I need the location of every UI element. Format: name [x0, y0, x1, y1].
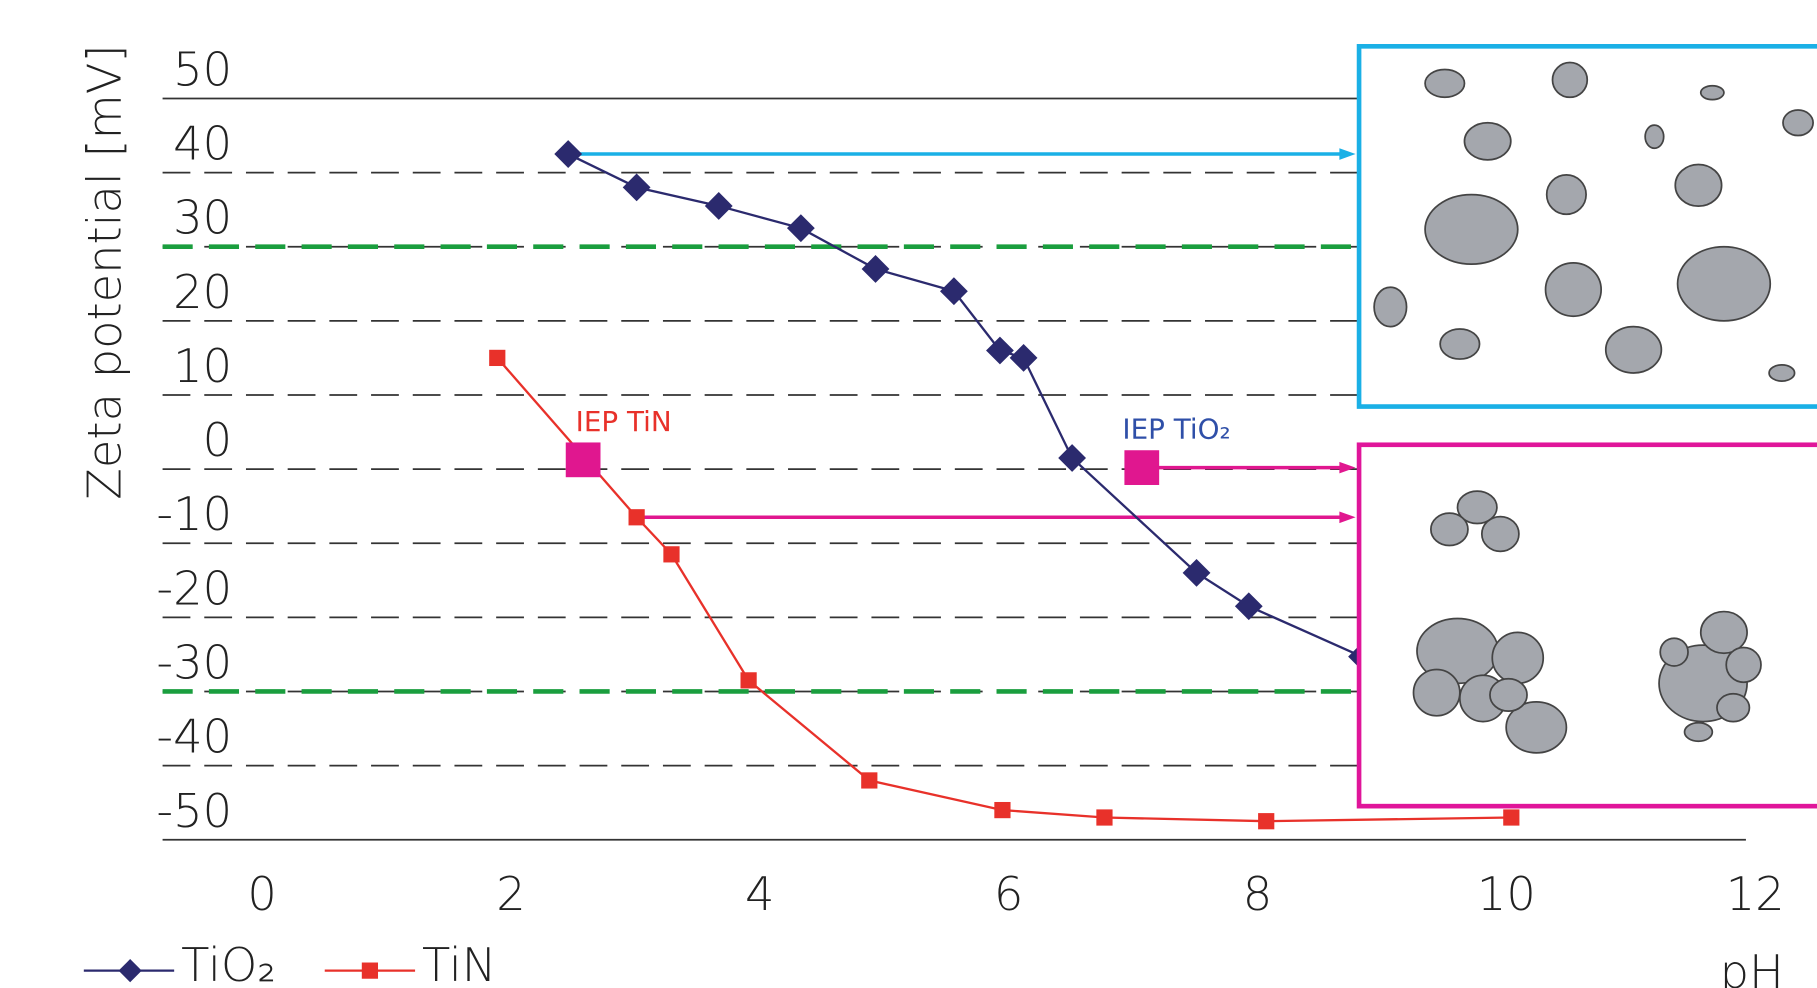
y-tick-label: -40 — [156, 710, 232, 764]
arrow-head — [1339, 148, 1355, 160]
arrow-head — [1339, 462, 1355, 474]
x-tick-label: 4 — [745, 867, 774, 921]
y-tick-label: 40 — [173, 117, 232, 171]
y-tick-label: -50 — [156, 784, 232, 838]
marker — [741, 672, 757, 688]
panel-dispersed — [1359, 46, 1817, 406]
plot-front: pH TiO₂ TiN — [84, 938, 1784, 988]
y-tick-label: 0 — [203, 413, 232, 467]
y-tick-label: -20 — [156, 561, 232, 615]
x-tick-label: 10 — [1477, 867, 1536, 921]
marker — [861, 772, 877, 788]
marker — [940, 277, 968, 305]
x-tick-label: 2 — [496, 867, 525, 921]
marker — [663, 546, 679, 562]
marker — [986, 337, 1014, 365]
x-tick-label: 12 — [1726, 867, 1785, 921]
marker — [705, 192, 733, 220]
y-tick-label: 10 — [173, 339, 232, 393]
x-tick-label: 8 — [1243, 867, 1272, 921]
marker — [489, 350, 505, 366]
panel-frame — [1359, 445, 1817, 806]
marker — [862, 255, 890, 283]
marker — [623, 174, 651, 202]
iep-label: IEP TiN — [576, 405, 672, 438]
marker — [1503, 809, 1519, 825]
iep-label: IEP TiO₂ — [1122, 413, 1230, 446]
x-tick-label: 6 — [994, 867, 1023, 921]
marker — [554, 140, 582, 168]
page: {"chart_data":{"type":"line", "y_label":… — [0, 0, 1817, 988]
chart: 50 40 30 20 10 0 -10 -20 -30 -40 -50 0 2 4 6 8 10 12 Zeta … — [0, 0, 1817, 988]
marker — [1235, 592, 1263, 620]
y-tick-label: 30 — [173, 191, 232, 245]
marker — [787, 214, 815, 242]
y-axis-label: Zeta potential [mV] — [78, 45, 132, 500]
legend-marker — [362, 963, 378, 979]
legend-marker — [119, 959, 142, 982]
y-tick-label: 20 — [173, 265, 232, 319]
marker — [994, 802, 1010, 818]
iep-marker — [1124, 450, 1159, 485]
marker — [629, 509, 645, 525]
y-tick-label: -10 — [156, 487, 232, 541]
marker — [1010, 344, 1038, 372]
panel-agglomerated — [1359, 445, 1817, 806]
iep-marker — [566, 442, 601, 477]
marker — [1258, 813, 1274, 829]
y-tick-label: 50 — [173, 42, 232, 96]
legend-label: TiN — [422, 938, 496, 988]
x-axis-label: pH — [1720, 945, 1784, 988]
x-tick-label: 0 — [247, 867, 276, 921]
marker — [1096, 809, 1112, 825]
y-tick-label: -30 — [156, 636, 232, 690]
arrow-head — [1339, 511, 1355, 523]
legend-label: TiO₂ — [181, 938, 276, 988]
